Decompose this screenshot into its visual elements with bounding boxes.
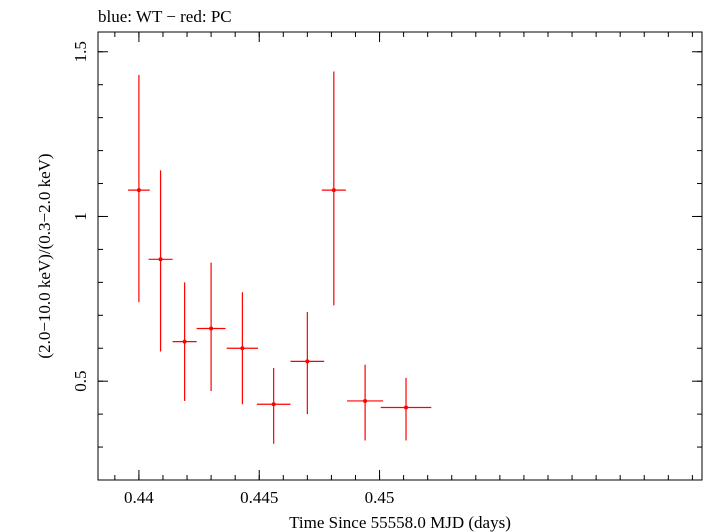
data-point [128, 74, 150, 303]
x-tick-label: 0.44 [124, 488, 154, 507]
x-tick-label: 0.445 [240, 488, 278, 507]
data-point [380, 377, 432, 441]
data-point [226, 292, 259, 405]
point-marker [240, 346, 245, 351]
y-tick-label: 1.5 [71, 41, 90, 62]
point-marker [305, 359, 310, 364]
data-point [196, 262, 226, 392]
x-axis-label: Time Since 55558.0 MJD (days) [289, 513, 511, 532]
plot-frame [97, 31, 703, 481]
point-marker [209, 326, 214, 331]
point-marker [158, 257, 163, 262]
data-point [148, 170, 173, 352]
point-marker [182, 339, 187, 344]
point-marker [136, 188, 141, 193]
point-marker [331, 188, 336, 193]
point-marker [404, 405, 409, 410]
data-point [290, 312, 325, 415]
data-point [172, 282, 197, 401]
y-axis-label: (2.0−10.0 keV)/(0.3−2.0 keV) [35, 153, 54, 358]
data-point [347, 364, 384, 441]
data-point [321, 71, 346, 306]
chart-title: blue: WT − red: PC [98, 7, 232, 26]
x-tick-label: 0.45 [365, 488, 395, 507]
point-marker [363, 398, 368, 403]
data-points [128, 71, 432, 444]
axis-ticks: 0.44 0.445 0.45 0.5 1 1.5 [71, 32, 702, 507]
y-tick-label: 1 [71, 212, 90, 221]
point-marker [271, 402, 276, 407]
data-point [256, 368, 291, 444]
y-tick-label: 0.5 [71, 371, 90, 392]
